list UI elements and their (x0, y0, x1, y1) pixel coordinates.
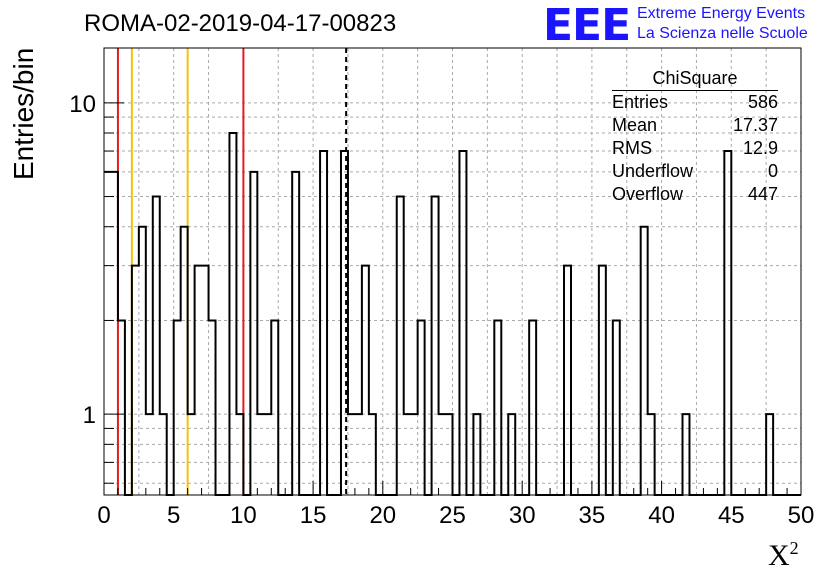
x-tick-label: 30 (509, 502, 536, 529)
stats-value: 447 (747, 184, 778, 204)
x-tick-label: 35 (579, 502, 606, 529)
stats-row-overflow: Overflow 447 (612, 183, 778, 206)
stats-label: Underflow (612, 161, 694, 181)
stats-box: ChiSquare Entries 586 Mean 17.37 RMS 12.9 U… (612, 68, 778, 206)
x-tick-label: 15 (300, 502, 327, 529)
y-tick-label: 1 (83, 402, 96, 429)
x-axis-label: X2 (768, 538, 799, 573)
eee-logo: EEE (543, 0, 631, 51)
stats-row-mean: Mean 17.37 (612, 114, 778, 137)
x-axis-label-symbol: X (768, 539, 790, 572)
x-tick-label: 10 (230, 502, 257, 529)
logo-line-1: Extreme Energy Events (637, 5, 806, 22)
stats-label: Overflow (612, 184, 684, 204)
x-axis-label-superscript: 2 (789, 538, 799, 558)
y-axis-label: Entries/bin (8, 47, 39, 180)
stats-label: Mean (612, 115, 658, 135)
chart-title: ROMA-02-2019-04-17-00823 (84, 10, 397, 37)
stats-row-underflow: Underflow 0 (612, 160, 778, 183)
stats-value: 17.37 (732, 115, 778, 135)
stats-value: 12.9 (742, 138, 778, 158)
stats-label: RMS (612, 138, 652, 158)
x-tick-label: 0 (97, 502, 110, 529)
y-tick-label: 10 (69, 91, 96, 118)
x-tick-label: 5 (167, 502, 180, 529)
logo-line-2: La Scienza nelle Scuole (637, 25, 808, 42)
x-tick-label: 20 (369, 502, 396, 529)
stats-label: Entries (612, 92, 669, 112)
stats-value: 0 (767, 161, 778, 181)
x-tick-label: 45 (718, 502, 745, 529)
x-tick-label: 50 (788, 502, 815, 529)
stats-value: 586 (747, 92, 778, 112)
stats-row-rms: RMS 12.9 (612, 137, 778, 160)
stats-row-entries: Entries 586 (612, 91, 778, 114)
x-tick-label: 25 (439, 502, 466, 529)
stats-title: ChiSquare (612, 68, 778, 91)
x-tick-label: 40 (648, 502, 675, 529)
